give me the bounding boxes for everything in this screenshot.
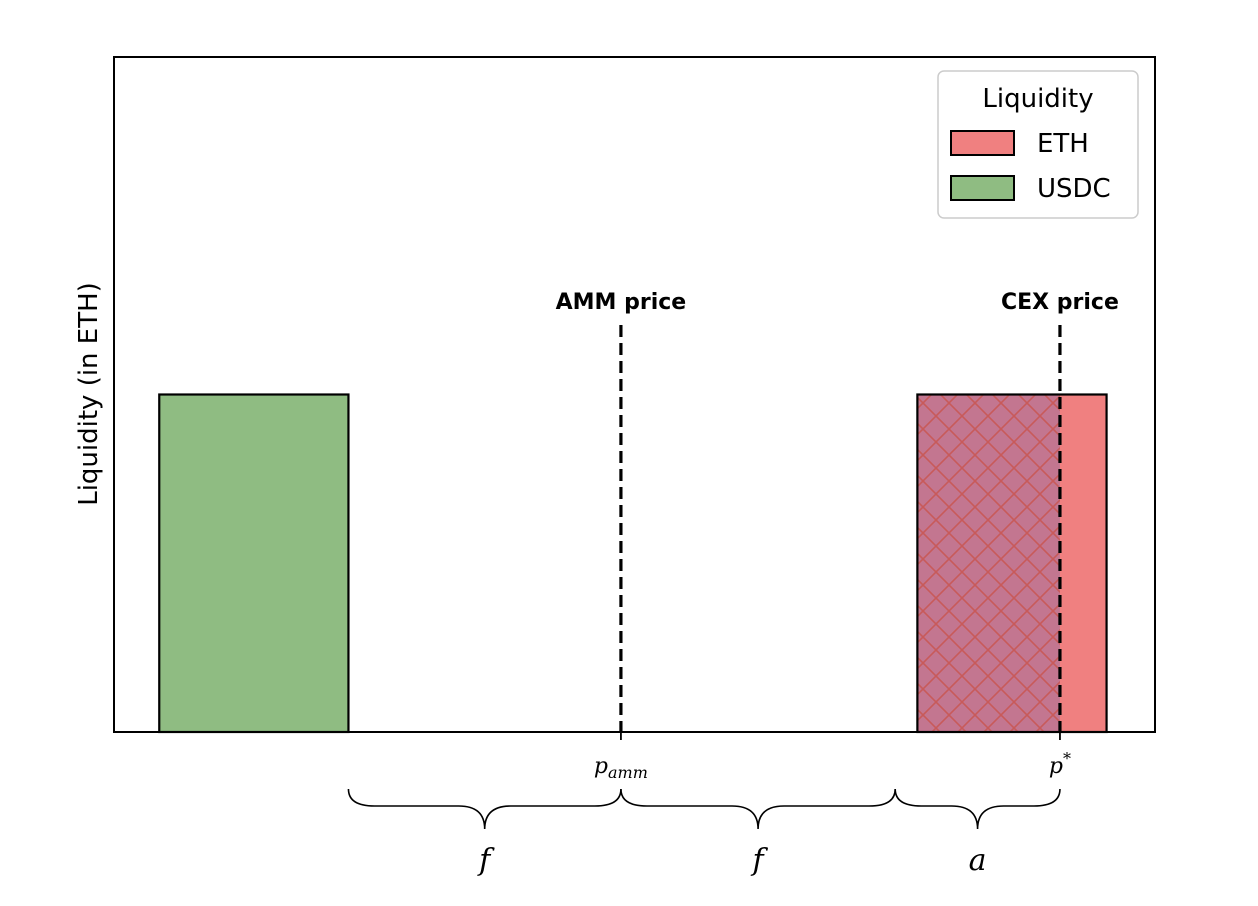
- brace-2: [894, 788, 1061, 830]
- bar-hatch-lines: [917, 394, 1060, 732]
- price-line-label-0: AMM price: [556, 290, 687, 315]
- brace-label-0: f: [477, 843, 495, 878]
- bar-usdc: [159, 394, 349, 732]
- legend-label-usdc: USDC: [1037, 174, 1111, 204]
- legend-label-eth: ETH: [1037, 129, 1089, 159]
- x-tick-label-1: p*: [1049, 749, 1071, 779]
- plot-frame: [113, 56, 1156, 733]
- legend-swatch-usdc: [950, 175, 1015, 201]
- x-ticks-layer: pamm p*: [594, 732, 1071, 782]
- bars-layer: [158, 393, 1108, 734]
- brace-1: [620, 788, 897, 830]
- price-lines-layer: AMM price CEX price: [556, 290, 1119, 732]
- y-axis-label: Liquidity (in ETH): [74, 282, 104, 506]
- brace-0: [347, 788, 622, 830]
- legend: Liquidity ETH USDC: [937, 70, 1139, 219]
- brace-label-1: f: [751, 843, 769, 878]
- legend-swatch-eth: [950, 130, 1015, 156]
- x-tick-label-0: pamm: [594, 754, 648, 782]
- brace-label-2: a: [969, 843, 987, 878]
- legend-title: Liquidity: [982, 84, 1093, 114]
- price-line-label-1: CEX price: [1001, 290, 1119, 315]
